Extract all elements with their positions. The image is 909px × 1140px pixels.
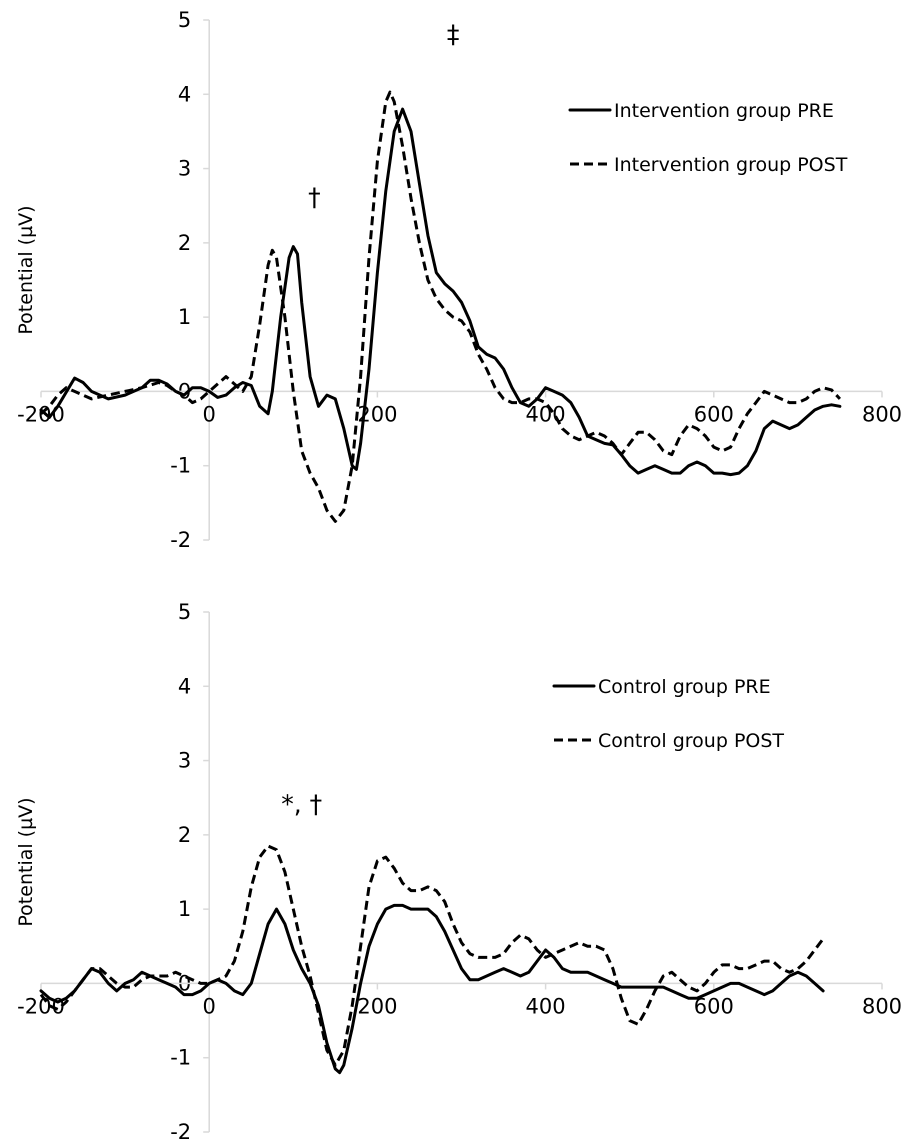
x-tick-label: 600 bbox=[694, 402, 734, 426]
legend-label-2: Control group POST bbox=[598, 730, 784, 752]
annotation-1: *, † bbox=[281, 790, 322, 819]
y-tick-label: -1 bbox=[170, 1046, 191, 1070]
y-tick-label: 2 bbox=[178, 823, 191, 847]
x-tick-label: 200 bbox=[357, 994, 397, 1018]
legend-label-2: Intervention group POST bbox=[614, 154, 848, 176]
y-axis-title: Potential (µV) bbox=[15, 797, 37, 926]
x-tick-label: -200 bbox=[17, 994, 65, 1018]
legend-label-1: Control group PRE bbox=[598, 676, 771, 698]
y-tick-label: 1 bbox=[178, 897, 191, 921]
x-tick-label: 0 bbox=[203, 994, 216, 1018]
y-tick-label: -2 bbox=[170, 1120, 191, 1140]
annotation-1: † bbox=[308, 183, 321, 212]
annotation-2: ‡ bbox=[447, 19, 460, 48]
y-tick-label: 5 bbox=[178, 600, 191, 624]
y-tick-label: -1 bbox=[170, 454, 191, 478]
x-tick-label: 400 bbox=[526, 994, 566, 1018]
x-tick-label: 600 bbox=[694, 994, 734, 1018]
y-tick-label: 2 bbox=[178, 231, 191, 255]
y-tick-label: 3 bbox=[178, 157, 191, 181]
y-tick-label: -2 bbox=[170, 528, 191, 552]
y-tick-label: 4 bbox=[178, 82, 191, 106]
legend-label-1: Intervention group PRE bbox=[614, 100, 834, 122]
y-tick-label: 5 bbox=[178, 8, 191, 32]
series-line-2 bbox=[40, 90, 841, 523]
y-tick-label: 3 bbox=[178, 749, 191, 773]
series-line-1 bbox=[39, 903, 825, 1075]
x-tick-label: 800 bbox=[862, 402, 902, 426]
x-tick-label: 0 bbox=[203, 402, 216, 426]
series-line-2 bbox=[39, 844, 825, 1067]
y-tick-label: 4 bbox=[178, 674, 191, 698]
y-axis-title: Potential (µV) bbox=[15, 205, 37, 334]
y-tick-label: 1 bbox=[178, 305, 191, 329]
series-line-1 bbox=[39, 107, 842, 477]
x-tick-label: 800 bbox=[862, 994, 902, 1018]
